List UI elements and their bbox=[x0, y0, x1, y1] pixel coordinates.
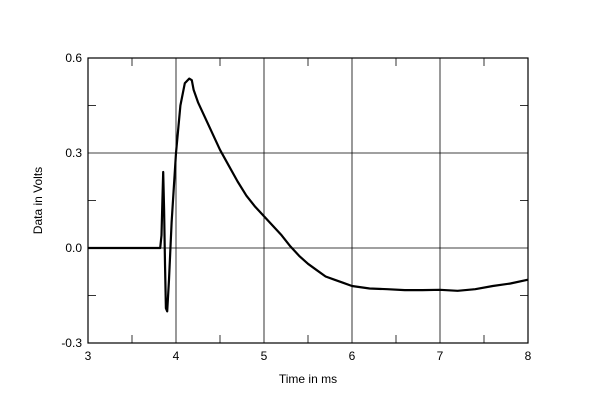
y-tick-labels: -0.3 0.0 0.3 0.6 bbox=[61, 51, 82, 350]
plot-frame bbox=[87, 57, 529, 344]
x-tick-labels: 3 4 5 6 7 8 bbox=[85, 349, 532, 363]
x-tick-label: 3 bbox=[85, 349, 92, 363]
x-tick-label: 6 bbox=[349, 349, 356, 363]
x-tick-label: 8 bbox=[525, 349, 532, 363]
y-axis-label: Data in Volts bbox=[31, 167, 45, 234]
grid-lines bbox=[88, 58, 528, 343]
y-tick-label: 0.3 bbox=[65, 146, 82, 160]
x-tick-label: 4 bbox=[173, 349, 180, 363]
x-tick-label: 5 bbox=[261, 349, 268, 363]
series-line bbox=[88, 77, 529, 313]
x-axis-label: Time in ms bbox=[279, 372, 337, 386]
x-tick-label: 7 bbox=[437, 349, 444, 363]
y-tick-label: 0.6 bbox=[65, 51, 82, 65]
y-tick-label: -0.3 bbox=[61, 336, 82, 350]
y-tick-label: 0.0 bbox=[65, 241, 82, 255]
minor-ticks bbox=[88, 58, 528, 343]
